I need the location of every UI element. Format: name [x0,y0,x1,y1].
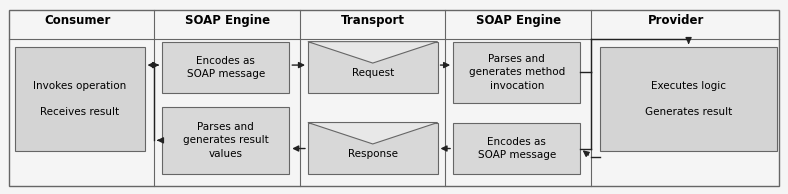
Bar [162,42,289,93]
Text: Executes logic

Generates result: Executes logic Generates result [645,81,732,117]
Bar [308,123,437,174]
Text: Parses and
generates result
values: Parses and generates result values [183,122,269,158]
Bar [453,123,581,174]
Bar [308,42,437,93]
Text: SOAP Engine: SOAP Engine [184,14,269,27]
Text: Encodes as
SOAP message: Encodes as SOAP message [187,56,265,79]
Text: Provider: Provider [648,14,704,27]
Text: SOAP Engine: SOAP Engine [476,14,561,27]
Polygon shape [308,42,437,63]
Text: Invokes operation

Receives result: Invokes operation Receives result [33,81,126,117]
Text: Consumer: Consumer [45,14,111,27]
Bar [162,107,289,174]
Text: Parses and
generates method
invocation: Parses and generates method invocation [469,54,565,91]
Text: Transport: Transport [340,14,405,27]
Text: Request: Request [351,68,394,78]
Bar [600,47,777,151]
Bar [453,42,581,103]
Text: Response: Response [348,149,398,159]
Text: Encodes as
SOAP message: Encodes as SOAP message [478,137,556,160]
Polygon shape [308,123,437,144]
Bar [15,47,145,151]
